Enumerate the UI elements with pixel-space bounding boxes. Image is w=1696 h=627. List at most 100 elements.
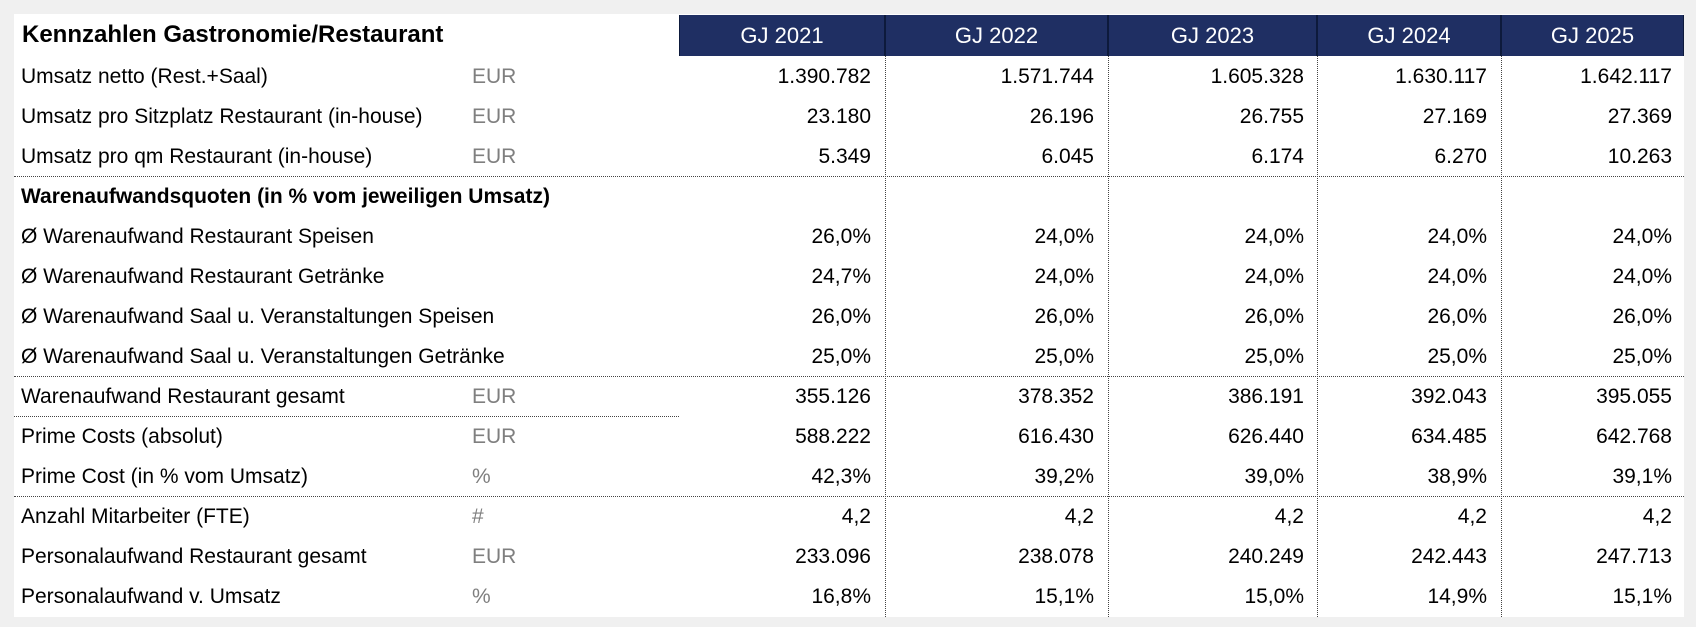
- value-cell: 26,0%: [811, 305, 871, 328]
- section-divider: [14, 176, 1684, 177]
- value-cell: 4,2: [1457, 505, 1487, 528]
- column-divider: [1501, 56, 1502, 617]
- value-cell: 26,0%: [1034, 305, 1094, 328]
- value-cell: 15,1%: [1034, 585, 1094, 608]
- row-label: Prime Cost (in % vom Umsatz): [21, 465, 309, 488]
- value-cell: 24,7%: [811, 265, 871, 288]
- value-cell: 24,0%: [1034, 265, 1094, 288]
- value-cell: 42,3%: [811, 465, 871, 488]
- column-divider: [1317, 56, 1318, 617]
- value-cell: 26.755: [1239, 105, 1304, 128]
- value-cell: 6.045: [1041, 145, 1094, 168]
- value-cell: 355.126: [795, 385, 871, 408]
- value-cell: 24,0%: [1427, 225, 1487, 248]
- row-label: Ø Warenaufwand Saal u. Veranstaltungen G…: [21, 345, 505, 368]
- value-cell: 4,2: [1642, 505, 1672, 528]
- row-divider: [14, 416, 679, 417]
- row-label: Anzahl Mitarbeiter (FTE): [21, 505, 250, 528]
- row-unit: %: [472, 465, 491, 488]
- value-cell: 247.713: [1596, 545, 1672, 568]
- row-label: Warenaufwand Restaurant gesamt: [21, 385, 345, 408]
- value-cell: 6.174: [1251, 145, 1304, 168]
- value-cell: 5.349: [818, 145, 871, 168]
- value-cell: 39,1%: [1612, 465, 1672, 488]
- row-unit: EUR: [472, 65, 517, 88]
- value-cell: 10.263: [1607, 145, 1672, 168]
- value-cell: 1.642.117: [1580, 65, 1672, 88]
- value-cell: 24,0%: [1612, 265, 1672, 288]
- value-cell: 24,0%: [1244, 265, 1304, 288]
- value-cell: 1.390.782: [777, 65, 871, 88]
- value-cell: 634.485: [1411, 425, 1487, 448]
- title-band: [14, 14, 679, 56]
- row-label: Ø Warenaufwand Restaurant Getränke: [21, 265, 385, 288]
- value-cell: 233.096: [795, 545, 871, 568]
- year-header-2024: GJ 2024: [1317, 15, 1501, 56]
- value-cell: 4,2: [1274, 505, 1304, 528]
- row-label: Ø Warenaufwand Restaurant Speisen: [21, 225, 374, 248]
- value-cell: 15,0%: [1244, 585, 1304, 608]
- table-row: Warenaufwand Restaurant gesamt EUR 355.126…: [0, 377, 1696, 417]
- value-cell: 39,0%: [1244, 465, 1304, 488]
- row-label: Prime Costs (absolut): [21, 425, 223, 448]
- table-row: Anzahl Mitarbeiter (FTE) #4,2 4,2 4,2 4,2 4,2: [0, 497, 1696, 537]
- value-cell: 4,2: [1064, 505, 1094, 528]
- value-cell: 39,2%: [1034, 465, 1094, 488]
- value-cell: 25,0%: [811, 345, 871, 368]
- value-cell: 6.270: [1434, 145, 1487, 168]
- row-label: Umsatz pro Sitzplatz Restaurant (in-hous…: [21, 105, 423, 128]
- value-cell: 26,0%: [1244, 305, 1304, 328]
- table-row: Ø Warenaufwand Saal u. Veranstaltungen G…: [0, 337, 1696, 377]
- value-cell: 386.191: [1228, 385, 1304, 408]
- table-row: Personalaufwand Restaurant gesamt EUR 233.…: [0, 537, 1696, 577]
- year-header-2021: GJ 2021: [679, 15, 885, 56]
- value-cell: 16,8%: [811, 585, 871, 608]
- row-unit: EUR: [472, 105, 517, 128]
- value-cell: 25,0%: [1612, 345, 1672, 368]
- value-cell: 24,0%: [1612, 225, 1672, 248]
- value-cell: 25,0%: [1244, 345, 1304, 368]
- value-cell: 238.078: [1018, 545, 1094, 568]
- row-unit: %: [472, 585, 491, 608]
- table-row: Ø Warenaufwand Saal u. Veranstaltungen S…: [0, 297, 1696, 337]
- row-unit: EUR: [472, 425, 517, 448]
- value-cell: 26.196: [1029, 105, 1094, 128]
- value-cell: 378.352: [1018, 385, 1094, 408]
- year-header-2025: GJ 2025: [1501, 15, 1684, 56]
- value-cell: 24,0%: [1244, 225, 1304, 248]
- year-header-2022: GJ 2022: [885, 15, 1108, 56]
- value-cell: 392.043: [1411, 385, 1487, 408]
- value-cell: 38,9%: [1427, 465, 1487, 488]
- page-title: Kennzahlen Gastronomie/Restaurant: [22, 21, 444, 48]
- value-cell: 25,0%: [1427, 345, 1487, 368]
- table-row: Prime Costs (absolut) EUR 588.222 616.430 62…: [0, 417, 1696, 457]
- value-cell: 24,0%: [1427, 265, 1487, 288]
- value-cell: 25,0%: [1034, 345, 1094, 368]
- row-label: Personalaufwand Restaurant gesamt: [21, 545, 367, 568]
- value-cell: 23.180: [806, 105, 871, 128]
- value-cell: 642.768: [1596, 425, 1672, 448]
- value-cell: 4,2: [841, 505, 871, 528]
- table-row: Personalaufwand v. Umsatz% 16,8% 15,1% 15,0…: [0, 577, 1696, 617]
- table-row: Umsatz netto (Rest.+Saal) EUR 1.390.782 1.5…: [0, 57, 1696, 97]
- value-cell: 1.630.117: [1395, 65, 1487, 88]
- spreadsheet-area: [14, 14, 1684, 617]
- row-unit: EUR: [472, 545, 517, 568]
- value-cell: 26,0%: [1427, 305, 1487, 328]
- row-unit: EUR: [472, 145, 517, 168]
- table-row: Warenaufwandsquoten (in % vom jeweiligen…: [0, 177, 1696, 217]
- value-cell: 24,0%: [1034, 225, 1094, 248]
- row-label: Umsatz pro qm Restaurant (in-house): [21, 145, 373, 168]
- row-label: Umsatz netto (Rest.+Saal): [21, 65, 268, 88]
- section-divider: [14, 496, 1684, 497]
- value-cell: 240.249: [1228, 545, 1304, 568]
- table-row: Ø Warenaufwand Restaurant Getränke 24,7% 2…: [0, 257, 1696, 297]
- row-label: Ø Warenaufwand Saal u. Veranstaltungen S…: [21, 305, 495, 328]
- value-cell: 27.369: [1607, 105, 1672, 128]
- value-cell: 395.055: [1596, 385, 1672, 408]
- row-unit: EUR: [472, 385, 517, 408]
- table-row: Umsatz pro Sitzplatz Restaurant (in-hous…: [0, 97, 1696, 137]
- value-cell: 242.443: [1411, 545, 1487, 568]
- value-cell: 26,0%: [1612, 305, 1672, 328]
- value-cell: 626.440: [1228, 425, 1304, 448]
